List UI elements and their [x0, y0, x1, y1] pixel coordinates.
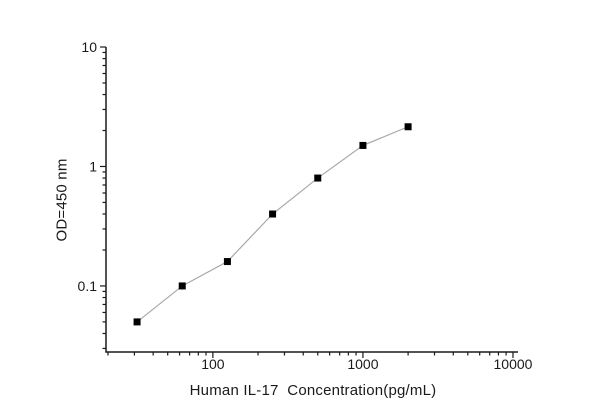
data-point-marker: [314, 174, 322, 182]
data-point-marker: [223, 258, 231, 266]
data-point-marker: [133, 318, 141, 326]
data-point-marker: [269, 210, 277, 218]
tick-labels: 100 1000 10000 0.1 1 10: [78, 39, 533, 372]
x-tick-label: 1000: [347, 356, 378, 372]
y-tick-label: 1: [89, 158, 97, 174]
y-axis-title: OD=450 nm: [53, 158, 71, 242]
x-tick-label: 10000: [494, 356, 533, 372]
data-point-marker: [404, 123, 412, 131]
data-point-marker: [359, 141, 367, 149]
y-tick-label: 10: [81, 39, 97, 55]
x-axis-title: Human IL-17 Concentration(pg/mL): [189, 382, 437, 399]
series-line: [136, 126, 409, 323]
axis-spines: [105, 47, 518, 353]
series-markers: [133, 123, 412, 326]
data-point-marker: [178, 282, 186, 290]
x-tick-label: 100: [201, 356, 225, 372]
y-tick-label: 0.1: [78, 278, 98, 294]
axis-ticks: [100, 46, 514, 358]
